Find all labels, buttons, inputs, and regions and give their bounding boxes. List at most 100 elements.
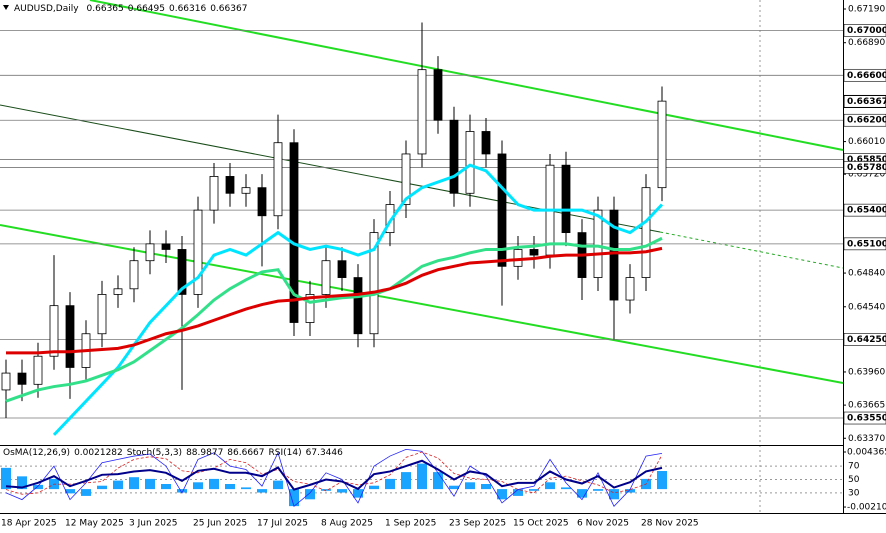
candle-body [353,277,363,335]
ohlc-value: 0.66495 [128,4,165,14]
level-label: 0.64250 [847,335,886,345]
candle-body [305,294,315,323]
osma-bar [529,489,539,491]
osma-bar [65,489,75,494]
candle-body [385,204,395,234]
osma-bar [113,480,123,490]
y2-tick-label: 0.004365 [847,447,886,457]
x-tick-label: 6 Nov 2025 [577,519,629,529]
level-label: 0.66600 [847,71,886,81]
moving-average [5,236,663,403]
osma-bar [129,477,139,490]
osma-bar [305,489,315,500]
y2-tick-label: -0.002108 [847,503,886,513]
stoch-main [5,448,663,507]
x-tick-label: 28 Nov 2025 [641,519,699,529]
y-tick-label: 0.66890 [848,38,885,48]
y-tick-label: 30 [848,488,860,498]
osma-bar [225,484,235,490]
y-tick-label: 0.63960 [848,367,885,377]
trend-line [0,224,844,384]
x-tick-label: 12 May 2025 [65,519,124,529]
y-tick-label: 0.64540 [848,302,885,312]
osma-bar [513,489,523,496]
candle-body [337,260,347,278]
osma-bar [273,480,283,490]
x-tick-label: 1 Sep 2025 [385,519,436,529]
candle-body [209,176,219,211]
osma-bar [465,482,475,490]
candle-body [17,372,27,385]
osma-bar [481,484,491,490]
stoch-name: Stoch(5,3,3) [127,448,182,458]
y-tick-label: 0.63665 [848,401,885,411]
candle-body [529,249,539,256]
osma-value: 0.0021282 [74,448,123,458]
candle-body [433,69,443,121]
candle-body [641,187,651,278]
y-tick-label: 50 [848,475,860,485]
x-tick-label: 3 Jun 2025 [129,519,177,529]
candle-body [49,305,59,357]
candle-body [65,305,75,368]
level-label: 0.65850 [847,155,886,165]
osma-bar [33,484,43,490]
osma-bar [577,489,587,498]
y-tick-label: 0.65720 [848,170,885,180]
osma-bar [17,476,27,490]
level-label: 0.63550 [847,414,886,424]
stoch-signal [5,451,663,495]
osma-bar [385,478,395,490]
signal-value: 86.6667 [227,448,264,458]
candle-body [161,243,171,250]
osma-bar [241,487,251,490]
x-tick-label: 15 Oct 2025 [513,519,569,529]
osma-bar [369,485,379,490]
candle-body [449,119,459,194]
osma-bar [417,463,427,490]
rsi-line [5,459,663,491]
rsi-value: 67.3446 [306,448,343,458]
level-label: 0.65400 [847,206,886,216]
candle-body [1,372,11,391]
level-label: 0.65780 [847,163,886,173]
candle-body [193,209,203,295]
candle-body [401,153,411,205]
candle-body [273,142,283,217]
moving-average [6,246,663,355]
candle-body [225,176,235,194]
current-price-box [843,94,886,108]
candle-body [593,209,603,278]
candle-body [33,355,43,385]
osma-bar [401,472,411,490]
symbol: AUDUSD,Daily [14,4,79,14]
x-tick-label: 17 Jul 2025 [257,519,308,529]
x-tick-label: 23 Sep 2025 [449,519,506,529]
header-icon [3,5,9,10]
osma-bar [193,482,203,490]
candle-body [129,260,139,290]
osma-bar [97,485,107,490]
y-tick-label: 70 [848,462,860,472]
level-label-box [843,24,886,37]
ohlc-value: 0.66316 [169,4,206,14]
plot-layer: 0.67190 0.66890 0.66010 0.65720 0.64840 0.645… [0,4,886,529]
current-price: 0.66367 [847,97,886,107]
level-label-box [843,333,886,346]
osma-bar [353,489,363,498]
candle-body [481,131,491,155]
level-label-box [843,203,886,217]
indicator-header: OsMA(12,26,9) 0.0021282 Stoch(5,3,3) 88.987… [3,448,343,458]
osma-bar [321,489,331,491]
candle-body [417,69,427,155]
osma-bar [561,487,571,490]
osma-bar [177,489,187,493]
level-label-box [843,161,886,174]
osma-bar [609,489,619,500]
level-label-box [843,411,886,425]
level-label-box [843,237,886,251]
osma-bar [545,482,555,490]
candle-body [113,288,123,295]
